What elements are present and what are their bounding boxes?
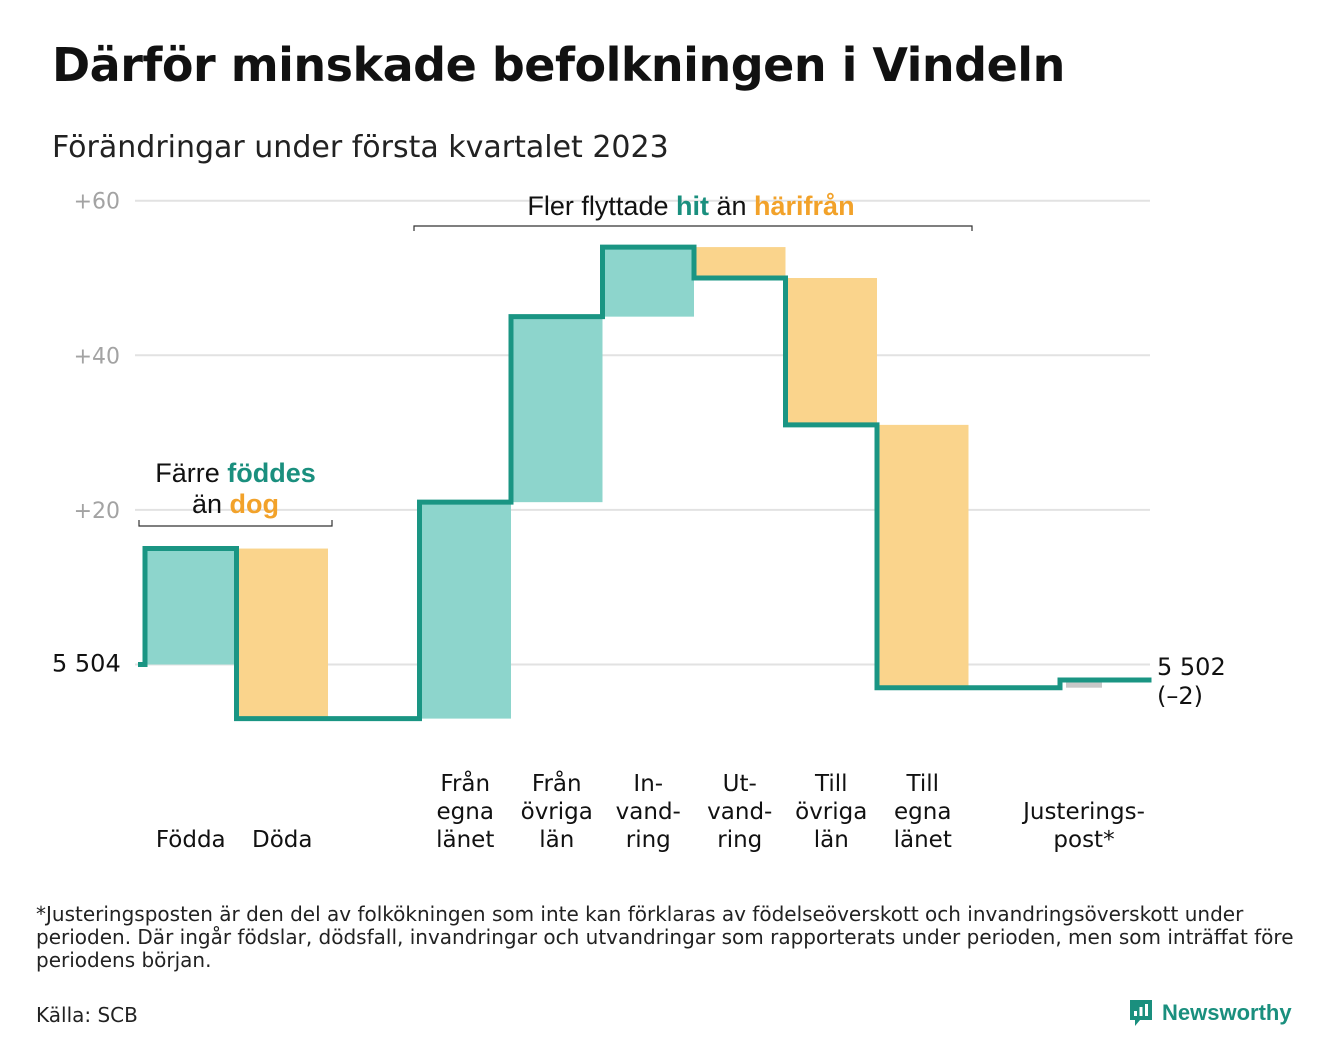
category-label: Döda: [252, 827, 312, 853]
waterfall-chart: +20+40+605 504 5 502(–2)Födda DödaFrånegna…: [52, 190, 1226, 853]
category-label: vand-: [616, 799, 681, 825]
bar-in: [602, 247, 694, 317]
bar-ut: [694, 247, 786, 278]
start-value-label: 5 504: [52, 650, 121, 678]
annotation-text: än dog: [192, 489, 279, 519]
bar-från: [511, 316, 603, 503]
category-label: Till: [905, 771, 939, 797]
y-tick-label: +60: [74, 190, 120, 215]
category-label: In-: [633, 771, 663, 797]
annotation-span: föddes: [227, 458, 316, 488]
footnote: *Justeringsposten är den del av folkökni…: [36, 902, 1294, 972]
bar-justerings: [1066, 679, 1102, 688]
category-label: övriga: [795, 799, 867, 825]
annotation-span: än: [192, 489, 230, 519]
end-change-label: (–2): [1157, 682, 1203, 710]
annotation-span: Färre: [155, 458, 227, 488]
annotation-span: än: [709, 191, 754, 221]
category-label: Från: [532, 769, 582, 797]
category-label: egna: [894, 799, 951, 825]
category-label: Justerings-: [1021, 799, 1145, 825]
brand-name: Newsworthy: [1162, 1000, 1292, 1025]
annotation-text: Fler flyttade hit än härifrån: [527, 191, 854, 221]
category-label: egna: [437, 799, 494, 825]
running-total-line: [138, 244, 1152, 722]
bar-till: [785, 278, 877, 425]
chart-title: Därför minskade befolkningen i Vindeln: [52, 38, 1065, 92]
bar-födda: [145, 548, 237, 665]
category-label: ring: [717, 827, 762, 853]
category-label: Ut-: [723, 771, 757, 797]
chart-subtitle: Förändringar under första kvartalet 2023: [52, 130, 669, 165]
annotation-span: Fler flyttade: [527, 191, 676, 221]
category-label: övriga: [521, 799, 593, 825]
newsworthy-logo-icon: [1130, 1000, 1152, 1026]
annotation-span: härifrån: [754, 191, 855, 221]
category-label: Till: [814, 771, 848, 797]
y-tick-label: +20: [74, 499, 120, 524]
bar-från: [419, 502, 511, 719]
category-label: ring: [626, 827, 671, 853]
annotation-span: dog: [230, 489, 279, 519]
category-label: länet: [894, 827, 952, 853]
annotation-span: hit: [676, 191, 709, 221]
category-label: Födda: [156, 827, 226, 853]
brand: Newsworthy: [1128, 998, 1292, 1028]
y-tick-label: +40: [74, 344, 120, 369]
bar-döda: [236, 548, 328, 719]
source-note: Källa: SCB: [36, 1003, 138, 1027]
category-label: län: [539, 827, 574, 853]
category-label: län: [814, 827, 849, 853]
annotation-bracket: [138, 520, 333, 527]
annotation-text: Färre föddes: [155, 458, 316, 488]
category-label: Från: [440, 769, 490, 797]
bar-till: [877, 424, 969, 688]
category-label: post*: [1053, 827, 1114, 853]
category-label: vand-: [707, 799, 772, 825]
category-label: länet: [436, 827, 494, 853]
end-value-label: 5 502: [1157, 653, 1226, 681]
annotation-bracket: [413, 225, 973, 231]
